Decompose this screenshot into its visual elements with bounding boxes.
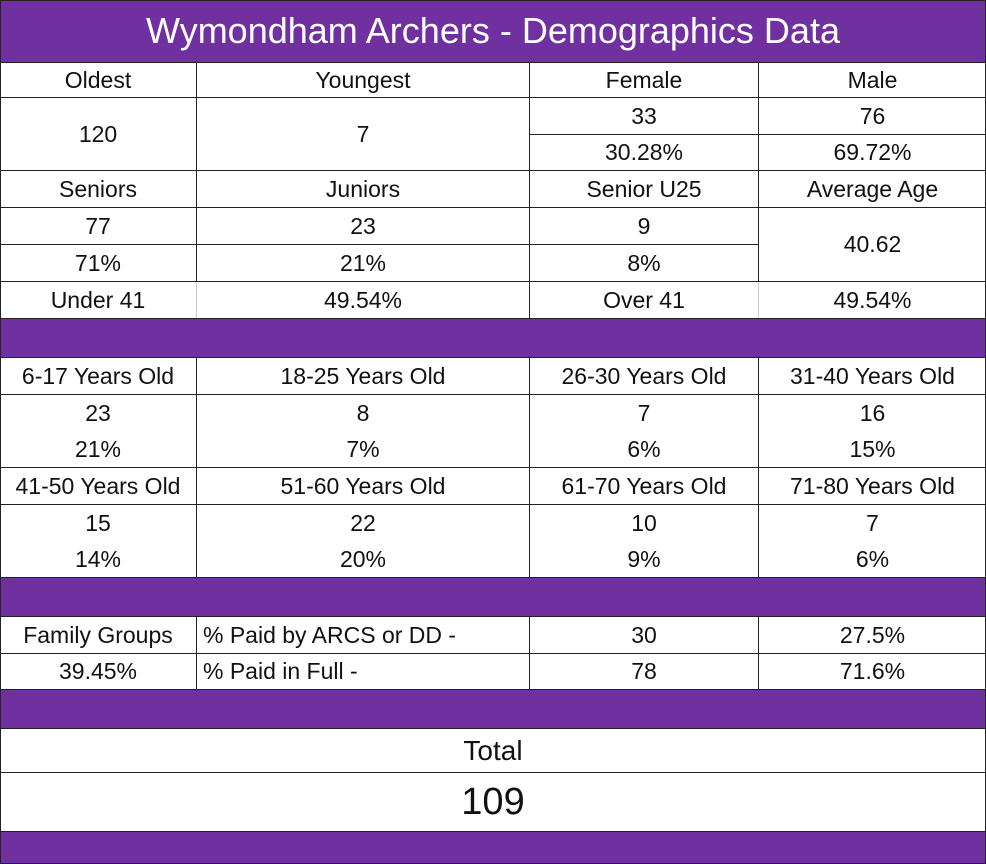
arcs-dd-count: 30 [529,617,758,653]
under-41-label: Under 41 [50,286,146,313]
sheet-title: Wymondham Archers - Demographics Data [0,0,986,62]
age-6-17-label: 6-17 Years Old [21,362,175,389]
age-18-25-label: 18-25 Years Old [196,358,529,394]
footer-bar [0,831,986,864]
age-26-30-pct: 6% [529,431,758,467]
senior-u25-pct: 8% [529,245,758,281]
seniors-label: Seniors [59,175,137,202]
oldest-value: 120 [78,120,118,147]
senior-u25-count: 9 [529,208,758,244]
family-groups-label: Family Groups [23,621,173,648]
seniors-pct: 71% [74,249,122,276]
age-51-60-count: 22 [196,505,529,541]
juniors-count: 23 [196,208,529,244]
total-value: 109 [461,780,525,823]
female-pct: 30.28% [529,134,758,170]
paid-full-label: % Paid in Full - [196,654,529,689]
juniors-pct: 21% [196,245,529,281]
over-41-pct: 49.54% [758,282,986,318]
section-divider [0,577,986,617]
senior-u25-label: Senior U25 [529,171,758,207]
section-divider [0,689,986,729]
under-41-pct: 49.54% [196,282,529,318]
male-label: Male [758,62,986,98]
average-age-value: 40.62 [758,208,986,281]
juniors-label: Juniors [196,171,529,207]
paid-full-pct: 71.6% [758,654,986,689]
age-18-25-count: 8 [196,395,529,431]
male-pct: 69.72% [758,134,986,170]
male-count: 76 [758,98,986,134]
age-61-70-label: 61-70 Years Old [529,468,758,504]
age-61-70-count: 10 [529,505,758,541]
age-51-60-pct: 20% [196,541,529,577]
age-6-17-pct: 21% [74,435,122,462]
age-31-40-label: 31-40 Years Old [758,358,986,394]
female-count: 33 [529,98,758,134]
age-41-50-count: 15 [85,509,111,536]
age-26-30-label: 26-30 Years Old [529,358,758,394]
arcs-dd-pct: 27.5% [758,617,986,653]
total-label: Total [463,734,523,766]
family-groups-pct: 39.45% [58,658,137,684]
youngest-value: 7 [196,98,529,170]
age-41-50-label: 41-50 Years Old [15,472,181,499]
average-age-label: Average Age [758,171,986,207]
age-31-40-pct: 15% [758,431,986,467]
paid-full-count: 78 [529,654,758,689]
seniors-count: 77 [85,212,111,239]
age-26-30-count: 7 [529,395,758,431]
age-71-80-count: 7 [758,505,986,541]
oldest-label: Oldest [64,66,132,93]
age-6-17-count: 23 [85,399,111,426]
age-71-80-label: 71-80 Years Old [758,468,986,504]
arcs-dd-label: % Paid by ARCS or DD - [196,617,529,653]
age-18-25-pct: 7% [196,431,529,467]
age-61-70-pct: 9% [529,541,758,577]
female-label: Female [529,62,758,98]
age-71-80-pct: 6% [758,541,986,577]
over-41-label: Over 41 [529,282,758,318]
age-41-50-pct: 14% [74,545,122,572]
age-31-40-count: 16 [758,395,986,431]
section-divider [0,318,986,358]
age-51-60-label: 51-60 Years Old [196,468,529,504]
youngest-label: Youngest [196,62,529,98]
